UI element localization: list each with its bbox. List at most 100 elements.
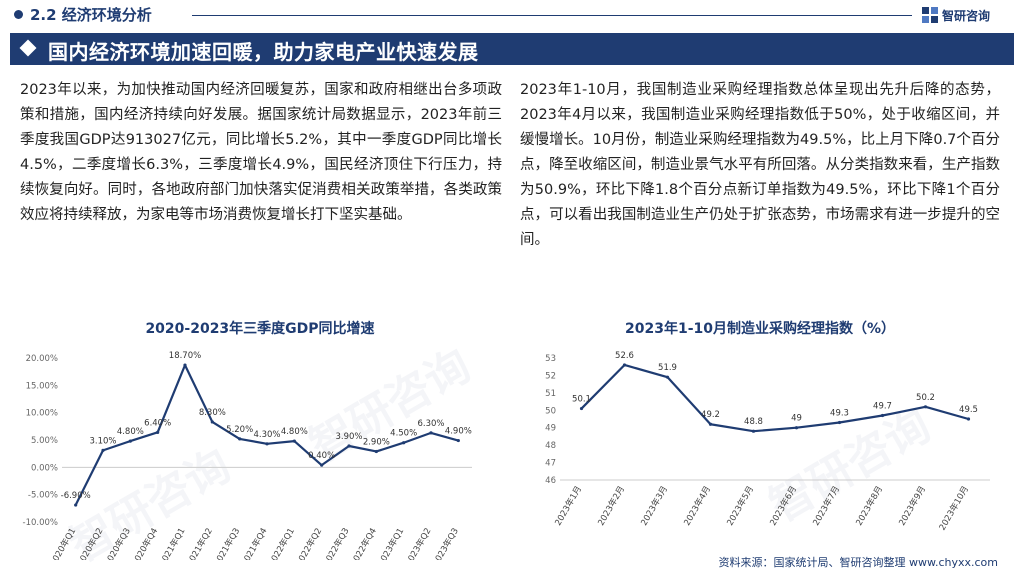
x-tick-label: 2023年2月 — [596, 484, 628, 528]
x-tick-label: 2022年Q1 — [266, 526, 297, 560]
title-banner: 国内经济环境加速回暖，助力家电产业快速发展 — [10, 33, 1014, 65]
data-point — [794, 426, 799, 430]
data-point — [128, 439, 132, 443]
data-label: 8.30% — [199, 408, 226, 418]
gdp-chart-title: 2020-2023年三季度GDP同比增速 — [145, 321, 375, 337]
series-line — [580, 363, 969, 433]
x-tick-label: 2023年10月 — [937, 484, 971, 532]
x-tick-label: 2020年Q3 — [102, 526, 133, 560]
y-tick-label: 50 — [545, 406, 556, 416]
data-point — [708, 422, 713, 426]
data-label: 5.20% — [226, 425, 253, 435]
top-bar: 2.2 经济环境分析 智研咨询 — [0, 0, 1024, 30]
data-label: 3.10% — [89, 436, 116, 446]
data-point — [265, 442, 269, 446]
data-point — [320, 463, 324, 467]
data-label: 4.80% — [117, 427, 144, 437]
x-tick-label: 2022年Q4 — [348, 526, 379, 560]
data-label: 50.2 — [916, 393, 935, 403]
data-label: 49.3 — [830, 408, 849, 418]
x-tick-label: 2022年Q2 — [294, 526, 325, 560]
data-label: 4.50% — [390, 429, 417, 439]
data-point — [880, 413, 885, 418]
x-tick-label: 2023年1月 — [553, 484, 585, 528]
x-tick-label: 2023年Q3 — [430, 526, 461, 560]
x-tick-label: 2021年Q3 — [212, 526, 243, 560]
data-label: 4.30% — [253, 430, 280, 440]
x-tick-label: 2021年Q2 — [184, 526, 215, 560]
data-label: 18.70% — [169, 351, 201, 361]
x-tick-label: 2023年3月 — [639, 484, 671, 528]
x-tick-label: 2023年9月 — [897, 484, 929, 528]
y-tick-label: 49 — [545, 424, 556, 434]
x-tick-label: 2020年Q2 — [75, 526, 106, 560]
x-tick-label: 2021年Q4 — [239, 526, 270, 560]
data-label: 4.90% — [445, 427, 472, 437]
y-tick-label: -10.00% — [23, 518, 58, 528]
data-point — [156, 430, 160, 434]
data-label: 4.80% — [281, 427, 308, 437]
x-tick-label: 2023年8月 — [854, 484, 886, 528]
diamond-icon — [19, 39, 37, 57]
data-point — [210, 420, 214, 424]
x-tick-label: 2023年6月 — [768, 484, 800, 528]
section-bullet-icon — [14, 10, 23, 19]
data-label: 49.7 — [873, 402, 892, 412]
data-label: 2.90% — [363, 437, 390, 447]
y-tick-label: 20.00% — [26, 354, 58, 364]
x-tick-label: 2020年Q1 — [48, 526, 79, 560]
x-tick-label: 2023年Q1 — [376, 526, 407, 560]
right-paragraph: 2023年1-10月，我国制造业采购经理指数总体呈现出先升后降的态势，2023年… — [520, 82, 1000, 248]
logo-text: 智研咨询 — [942, 8, 991, 23]
y-tick-label: 47 — [545, 459, 556, 469]
logo-icon — [922, 7, 938, 23]
x-tick-label: 2023年4月 — [682, 484, 714, 528]
page-title: 国内经济环境加速回暖，助力家电产业快速发展 — [48, 40, 479, 64]
data-point — [579, 406, 584, 411]
data-point — [966, 417, 971, 421]
data-point — [429, 431, 433, 435]
pmi-chart-title: 2023年1-10月制造业采购经理指数（%） — [624, 321, 896, 337]
y-tick-label: 53 — [545, 354, 556, 364]
x-tick-label: 2023年5月 — [725, 484, 757, 528]
section-title: 2.2 经济环境分析 — [30, 6, 152, 24]
y-tick-label: 5.00% — [31, 436, 58, 446]
data-label: 50.1 — [572, 395, 591, 405]
data-label: 6.40% — [144, 418, 171, 428]
data-point — [456, 438, 460, 443]
data-point — [238, 437, 242, 441]
y-tick-label: 10.00% — [26, 409, 58, 419]
data-label: 51.9 — [658, 363, 677, 373]
data-point — [101, 448, 105, 452]
y-tick-label: -5.00% — [28, 491, 58, 501]
data-point — [402, 441, 406, 445]
y-tick-label: 52 — [545, 371, 556, 381]
x-tick-label: 2020年Q4 — [130, 526, 161, 560]
left-paragraph: 2023年以来，为加快推动国内经济回暖复苏，国家和政府相继出台多项政策和措施，国… — [20, 82, 502, 223]
data-point — [751, 429, 756, 433]
data-label: 49 — [791, 414, 802, 424]
x-tick-label: 2022年Q3 — [321, 526, 352, 560]
x-tick-label: 2023年Q2 — [403, 526, 434, 560]
data-label: 52.6 — [615, 351, 634, 361]
data-label: 6.30% — [417, 419, 444, 429]
source-note: 资料来源：国家统计局、智研咨询整理 www.chyxx.com — [718, 556, 998, 569]
data-label: 49.5 — [959, 405, 978, 415]
divider — [192, 15, 912, 16]
data-point — [837, 420, 842, 425]
data-point — [292, 439, 296, 443]
data-point — [74, 503, 78, 507]
x-tick-label: 2021年Q1 — [157, 526, 188, 560]
data-point — [923, 405, 928, 409]
data-label: 48.8 — [744, 417, 763, 427]
y-tick-label: 15.00% — [26, 381, 58, 391]
y-tick-label: 51 — [545, 389, 556, 399]
data-point — [622, 363, 627, 367]
logo: 智研咨询 — [922, 6, 990, 24]
data-point — [665, 375, 670, 379]
data-point — [347, 444, 351, 448]
data-label: 0.40% — [308, 451, 335, 461]
data-label: -6.90% — [61, 491, 91, 501]
data-point — [183, 363, 187, 367]
